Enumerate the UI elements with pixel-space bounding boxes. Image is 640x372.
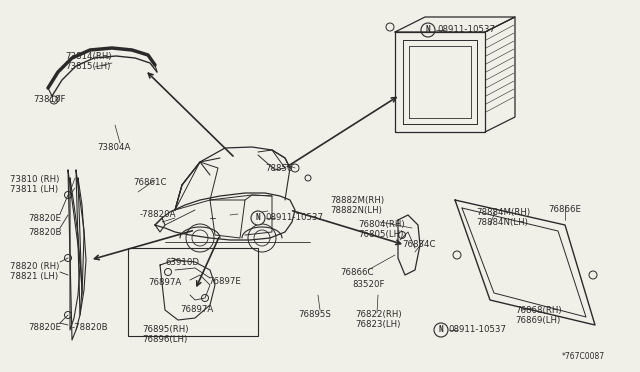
Text: N: N bbox=[256, 214, 260, 222]
Bar bbox=[128, 248, 258, 336]
Text: 73815(LH): 73815(LH) bbox=[65, 62, 110, 71]
Text: 76897E: 76897E bbox=[208, 277, 241, 286]
Circle shape bbox=[251, 211, 265, 225]
Text: 08911-10537: 08911-10537 bbox=[265, 214, 323, 222]
Text: 78882M(RH): 78882M(RH) bbox=[330, 196, 384, 205]
Text: 78856: 78856 bbox=[265, 164, 292, 173]
Text: 78820 (RH): 78820 (RH) bbox=[10, 262, 60, 271]
Text: 08911-10537: 08911-10537 bbox=[448, 326, 506, 334]
Text: 78820E: 78820E bbox=[28, 214, 61, 223]
Circle shape bbox=[186, 224, 214, 252]
Circle shape bbox=[434, 323, 448, 337]
Text: -78820B: -78820B bbox=[72, 323, 109, 332]
Text: 83520F: 83520F bbox=[352, 280, 385, 289]
Circle shape bbox=[192, 230, 208, 246]
Text: 76868(RH): 76868(RH) bbox=[515, 306, 562, 315]
Text: 78882N(LH): 78882N(LH) bbox=[330, 206, 382, 215]
Text: 78884M(RH): 78884M(RH) bbox=[476, 208, 530, 217]
Text: 76896(LH): 76896(LH) bbox=[142, 335, 188, 344]
Text: 73810 (RH): 73810 (RH) bbox=[10, 175, 60, 184]
Text: N: N bbox=[438, 326, 444, 334]
Text: 08911-10537: 08911-10537 bbox=[437, 26, 495, 35]
Text: 78820E: 78820E bbox=[28, 323, 61, 332]
Text: 76834C: 76834C bbox=[402, 240, 435, 249]
Text: 76804(RH): 76804(RH) bbox=[358, 220, 404, 229]
Text: 78820B: 78820B bbox=[28, 228, 61, 237]
Text: 76822(RH): 76822(RH) bbox=[355, 310, 402, 319]
Text: 78884N(LH): 78884N(LH) bbox=[476, 218, 528, 227]
Circle shape bbox=[254, 230, 270, 246]
Text: 63910D: 63910D bbox=[165, 258, 199, 267]
Text: 76895(RH): 76895(RH) bbox=[142, 325, 189, 334]
Text: 76895S: 76895S bbox=[298, 310, 331, 319]
Text: 76861C: 76861C bbox=[133, 178, 166, 187]
Text: *767C0087: *767C0087 bbox=[562, 352, 605, 361]
Text: 76897A: 76897A bbox=[180, 305, 213, 314]
Text: 78821 (LH): 78821 (LH) bbox=[10, 272, 58, 281]
Text: 73814(RH): 73814(RH) bbox=[65, 52, 111, 61]
Text: 76897A: 76897A bbox=[148, 278, 181, 287]
Text: -78820A: -78820A bbox=[140, 210, 177, 219]
Text: 76866C: 76866C bbox=[340, 268, 374, 277]
Text: 73811 (LH): 73811 (LH) bbox=[10, 185, 58, 194]
Circle shape bbox=[421, 23, 435, 37]
Text: 73810F: 73810F bbox=[33, 95, 65, 104]
Text: 76869(LH): 76869(LH) bbox=[515, 316, 560, 325]
Text: 73804A: 73804A bbox=[97, 143, 131, 152]
Text: 76866E: 76866E bbox=[548, 205, 581, 214]
Text: 76823(LH): 76823(LH) bbox=[355, 320, 401, 329]
Text: 76805(LH): 76805(LH) bbox=[358, 230, 403, 239]
Circle shape bbox=[248, 224, 276, 252]
Text: N: N bbox=[426, 26, 430, 35]
